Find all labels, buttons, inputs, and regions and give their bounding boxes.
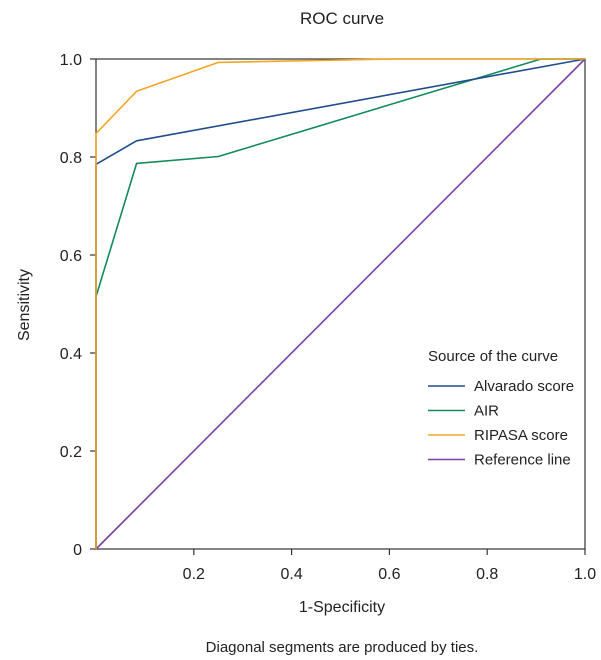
x-axis-label: 1-Specificity xyxy=(299,599,385,616)
series-lines xyxy=(95,58,586,550)
x-tick-label: 1.0 xyxy=(574,566,596,583)
x-tick-label: 0.2 xyxy=(183,566,205,583)
footnote: Diagonal segments are produced by ties. xyxy=(206,639,479,656)
y-tick-label: 0 xyxy=(73,542,82,559)
legend-label-alvarado-score: Alvarado score xyxy=(474,378,574,395)
y-axis: 0 0.2 0.4 0.6 0.8 1.0 xyxy=(60,52,96,559)
legend-label-reference-line: Reference line xyxy=(474,452,571,469)
legend-title: Source of the curve xyxy=(428,348,558,365)
x-tick-label: 0.6 xyxy=(378,566,400,583)
x-tick-label: 0.8 xyxy=(476,566,498,583)
x-axis: 0.2 0.4 0.6 0.8 1.0 xyxy=(183,549,596,583)
legend: Source of the curve Alvarado score AIR RIP… xyxy=(428,348,574,469)
series-line-ripasa-score xyxy=(95,58,585,549)
y-tick-label: 0.4 xyxy=(60,346,82,363)
legend-label-air: AIR xyxy=(474,403,499,420)
y-axis-label: Sensitivity xyxy=(16,269,33,341)
x-tick-label: 0.4 xyxy=(280,566,302,583)
y-tick-label: 0.2 xyxy=(60,444,82,461)
legend-label-ripasa-score: RIPASA score xyxy=(474,427,568,444)
y-tick-label: 0.6 xyxy=(60,248,82,265)
chart-title: ROC curve xyxy=(300,9,384,28)
y-tick-label: 0.8 xyxy=(60,150,82,167)
series-line-reference-line xyxy=(95,58,586,550)
y-tick-label: 1.0 xyxy=(60,52,82,69)
